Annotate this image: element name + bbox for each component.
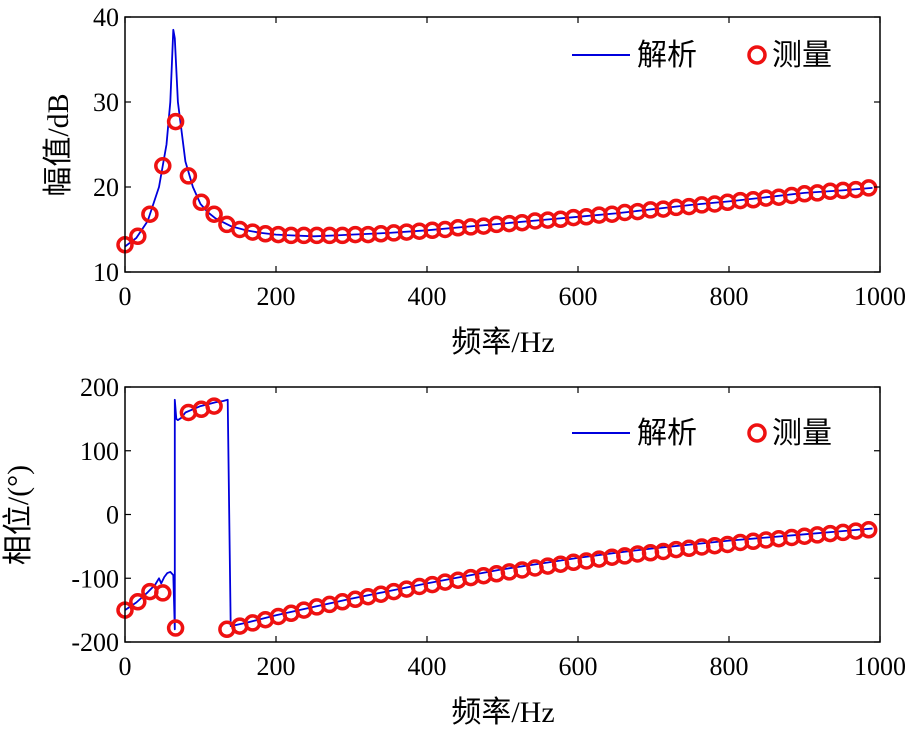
phase-measured-point bbox=[166, 619, 185, 637]
magnitude-measured-point bbox=[129, 227, 147, 246]
phase-x-tick-label: 200 bbox=[257, 652, 296, 681]
phase-x-tick-label: 400 bbox=[408, 652, 447, 681]
phase-measured-point bbox=[859, 521, 878, 539]
legend-label-measured: 测量 bbox=[772, 39, 832, 72]
magnitude-plot-area: 0 200 400 600 800 1000 10 20 30 40 bbox=[93, 3, 906, 311]
magnitude-x-tick-label: 600 bbox=[559, 282, 598, 311]
magnitude-y-axis-label: 幅值/dB bbox=[42, 93, 75, 196]
magnitude-x-tick-label: 1000 bbox=[854, 282, 906, 311]
legend-label-measured: 测量 bbox=[772, 417, 832, 450]
phase-x-tick-label: 1000 bbox=[854, 652, 906, 681]
magnitude-measured-point bbox=[166, 112, 185, 131]
phase-y-axis-label: 相位/(°) bbox=[2, 465, 35, 565]
phase-y-tick-label: 0 bbox=[106, 501, 119, 530]
legend-marker-swatch bbox=[747, 45, 767, 65]
magnitude-measured-point bbox=[205, 205, 223, 223]
magnitude-y-tick-label: 20 bbox=[93, 173, 119, 202]
magnitude-y-tick-label: 30 bbox=[93, 88, 119, 117]
phase-measured-point bbox=[205, 397, 223, 415]
phase-x-tick-label: 0 bbox=[119, 652, 132, 681]
phase-measured-point bbox=[154, 584, 172, 602]
phase-axes-frame bbox=[124, 386, 881, 643]
phase-panel: 0 200 400 600 800 1000 -200 -100 0 100 200 频率/Hz 相… bbox=[2, 373, 906, 729]
legend-label-analytic: 解析 bbox=[637, 39, 697, 72]
magnitude-x-axis-label: 频率/Hz bbox=[451, 326, 554, 359]
phase-y-tick-label: 200 bbox=[80, 373, 119, 402]
phase-analytic-line bbox=[124, 398, 873, 631]
magnitude-measured-point bbox=[179, 167, 198, 185]
magnitude-panel: 0 200 400 600 800 1000 10 20 30 40 频率/Hz 幅值/dB 解析… bbox=[42, 3, 906, 359]
legend-label-analytic: 解析 bbox=[637, 417, 697, 450]
magnitude-x-tick-label: 200 bbox=[257, 282, 296, 311]
magnitude-x-tick-label: 800 bbox=[710, 282, 749, 311]
magnitude-measured-point bbox=[859, 179, 878, 197]
magnitude-measured-point bbox=[154, 157, 172, 175]
magnitude-y-tick-label: 10 bbox=[93, 258, 119, 287]
magnitude-x-tick-label: 0 bbox=[119, 282, 132, 311]
phase-y-tick-label: -100 bbox=[71, 564, 119, 593]
phase-legend: 解析 测量 bbox=[572, 417, 832, 450]
magnitude-y-tick-label: 40 bbox=[93, 3, 119, 32]
phase-y-tick-label: 100 bbox=[80, 437, 119, 466]
phase-x-axis-label: 频率/Hz bbox=[451, 696, 554, 729]
phase-x-tick-label: 600 bbox=[559, 652, 598, 681]
legend-marker-swatch bbox=[747, 423, 767, 443]
phase-x-tick-label: 800 bbox=[710, 652, 749, 681]
magnitude-measured-point bbox=[192, 193, 211, 212]
magnitude-measured-point bbox=[141, 205, 159, 223]
phase-measured-point bbox=[129, 593, 147, 611]
magnitude-axes-frame bbox=[124, 16, 881, 273]
magnitude-x-tick-label: 400 bbox=[408, 282, 447, 311]
phase-y-tick-label: -200 bbox=[71, 628, 119, 657]
phase-plot-area: 0 200 400 600 800 1000 -200 -100 0 100 200 bbox=[71, 373, 906, 681]
magnitude-legend: 解析 测量 bbox=[572, 39, 832, 72]
